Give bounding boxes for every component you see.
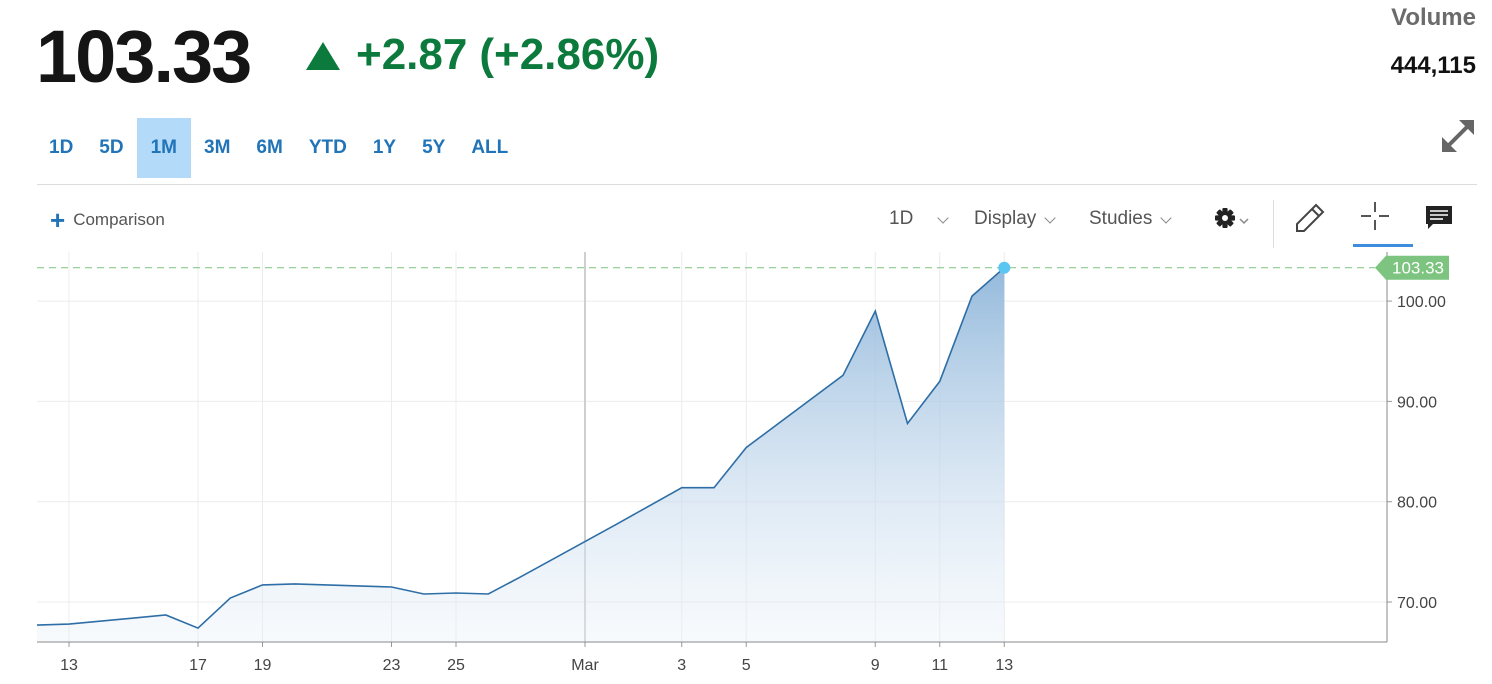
comparison-label: Comparison — [73, 210, 165, 229]
comparison-button[interactable]: + Comparison — [50, 205, 165, 235]
chevron-down-icon — [1160, 212, 1173, 224]
data-point — [840, 372, 846, 378]
display-dropdown[interactable]: Display — [974, 208, 1056, 230]
display-label: Display — [974, 208, 1037, 229]
range-tab-1m[interactable]: 1M — [136, 118, 191, 178]
toolbar-divider — [37, 184, 1477, 185]
x-tick-label: 3 — [677, 657, 686, 674]
y-tick-label: 100.00 — [1397, 294, 1446, 311]
volume-value: 444,115 — [1390, 52, 1476, 79]
range-tab-5y[interactable]: 5Y — [422, 137, 446, 158]
x-tick-label: 17 — [189, 657, 207, 674]
last-price: 103.33 — [36, 15, 252, 98]
chevron-down-icon — [1044, 212, 1056, 224]
y-tick-label: 70.00 — [1397, 595, 1437, 612]
range-tab-3m[interactable]: 3M — [204, 137, 231, 158]
x-tick-label: Mar — [571, 657, 599, 674]
price-area-fill — [37, 267, 1005, 642]
interval-dropdown[interactable]: 1D — [889, 208, 949, 230]
y-tick-label: 90.00 — [1397, 394, 1437, 411]
data-point — [163, 612, 169, 618]
data-point — [518, 574, 524, 580]
x-tick-label: 25 — [447, 657, 465, 674]
data-point — [485, 591, 491, 597]
data-point — [614, 521, 620, 527]
range-tab-all[interactable]: ALL — [471, 137, 509, 158]
price-change: +2.87 (+2.86%) — [306, 30, 659, 80]
data-point — [711, 485, 717, 491]
last-price-tag — [1375, 255, 1449, 280]
pencil-icon[interactable] — [1294, 202, 1326, 234]
data-point — [937, 378, 943, 384]
data-point — [1001, 265, 1007, 271]
data-point — [872, 308, 878, 314]
toolbar-separator — [1273, 200, 1274, 248]
data-point — [679, 485, 685, 491]
range-tab-ytd[interactable]: YTD — [308, 137, 347, 158]
data-point — [292, 581, 298, 587]
range-tab-6m[interactable]: 6M — [256, 137, 283, 158]
x-tick-label: 11 — [931, 657, 948, 674]
expand-icon[interactable] — [1438, 116, 1478, 156]
range-tab-5d[interactable]: 5D — [99, 137, 124, 158]
interval-label: 1D — [889, 208, 914, 229]
chevron-down-icon — [937, 212, 949, 224]
data-point — [421, 591, 427, 597]
data-point — [453, 590, 459, 596]
x-tick-label: 9 — [871, 657, 880, 674]
data-point — [969, 293, 975, 299]
x-tick-label: 13 — [995, 657, 1013, 674]
range-tab-1y[interactable]: 1Y — [372, 137, 397, 158]
price-line — [36, 267, 1005, 630]
x-tick-label: 5 — [742, 657, 751, 674]
data-point — [743, 445, 749, 451]
active-tool-indicator — [1353, 244, 1413, 247]
plus-icon: + — [50, 205, 66, 235]
data-point — [195, 625, 201, 631]
gear-icon[interactable] — [1214, 206, 1254, 232]
data-point — [389, 584, 395, 590]
studies-label: Studies — [1089, 208, 1153, 229]
change-percent: (+2.86%) — [479, 30, 660, 79]
x-tick-label: 13 — [60, 657, 78, 674]
last-price-dot — [998, 261, 1011, 274]
change-value: +2.87 — [356, 30, 468, 79]
last-price-tag-label: 103.33 — [1392, 259, 1444, 278]
triangle-up-icon — [306, 42, 340, 70]
crosshair-icon[interactable] — [1359, 200, 1391, 232]
data-point — [66, 621, 72, 627]
x-tick-label: 23 — [383, 657, 401, 674]
studies-dropdown[interactable]: Studies — [1089, 208, 1173, 230]
range-tab-1d[interactable]: 1D — [49, 137, 74, 158]
data-point — [227, 595, 233, 601]
data-point — [905, 420, 911, 426]
range-tabs: 1D 5D 1M 3M 6M YTD 1Y 5Y ALL — [36, 118, 521, 178]
x-tick-label: 19 — [254, 657, 272, 674]
comment-icon[interactable] — [1424, 204, 1454, 232]
y-tick-label: 80.00 — [1397, 495, 1437, 512]
data-point — [260, 582, 266, 588]
data-point — [34, 622, 40, 628]
volume-label: Volume — [1391, 4, 1476, 31]
